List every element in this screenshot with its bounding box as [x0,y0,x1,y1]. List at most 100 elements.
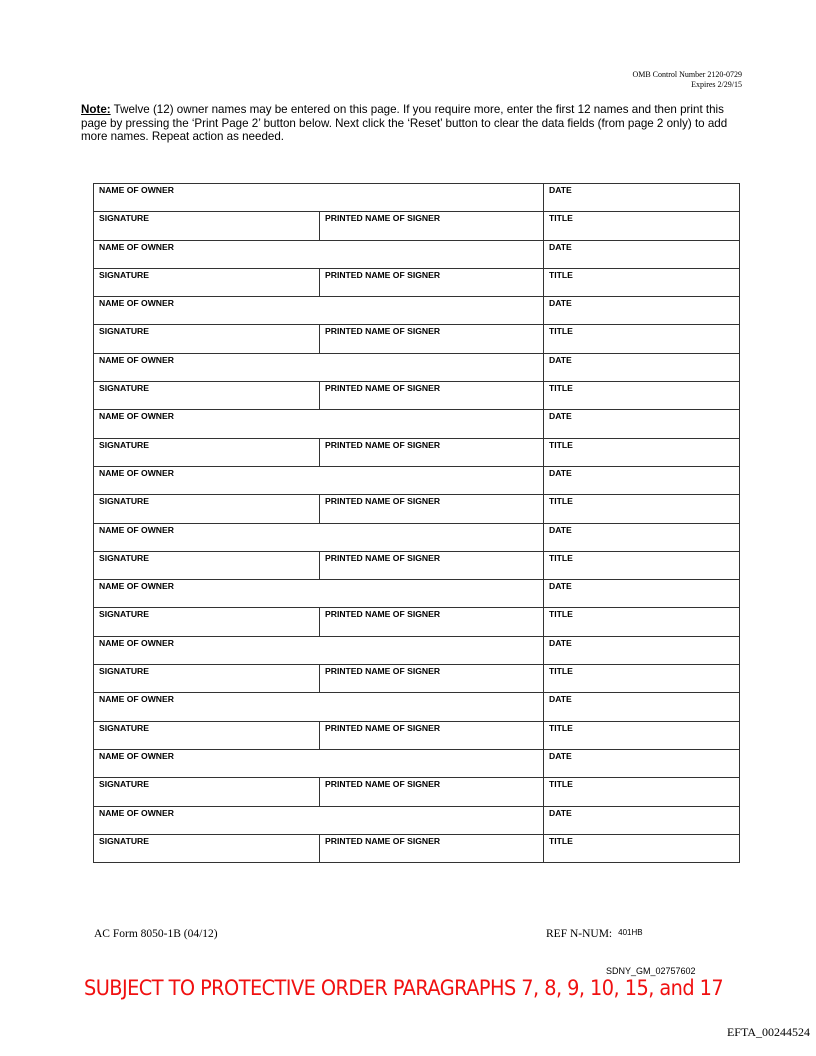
signature-row: SIGNATURE PRINTED NAME OF SIGNER TITLE [93,550,741,581]
printed-name-label: PRINTED NAME OF SIGNER [325,496,441,507]
name-of-owner-field[interactable]: NAME OF OWNER [92,465,545,496]
title-field[interactable]: TITLE [543,324,741,354]
date-field[interactable]: DATE [543,805,741,835]
title-field[interactable]: TITLE [543,211,741,241]
signature-row: SIGNATURE PRINTED NAME OF SIGNER TITLE [93,267,741,298]
name-of-owner-label: NAME OF OWNER [99,637,174,648]
title-field[interactable]: TITLE [543,607,741,637]
title-field[interactable]: TITLE [543,550,741,581]
omb-control-block: OMB Control Number 2120-0729 Expires 2/2… [632,70,742,90]
title-label: TITLE [549,439,573,450]
printed-name-field[interactable]: PRINTED NAME OF SIGNER [318,211,545,241]
title-field[interactable]: TITLE [543,833,741,864]
owner-row: NAME OF OWNER DATE [92,352,741,383]
title-label: TITLE [549,326,573,337]
signature-label: SIGNATURE [99,779,149,790]
printed-name-field[interactable]: PRINTED NAME OF SIGNER [318,437,545,467]
name-of-owner-field[interactable]: NAME OF OWNER [92,805,545,835]
title-label: TITLE [549,213,573,224]
title-field[interactable]: TITLE [543,664,741,694]
note-text: Twelve (12) owner names may be entered o… [81,103,728,143]
name-of-owner-field[interactable]: NAME OF OWNER [92,635,545,666]
title-label: TITLE [549,383,573,394]
date-label: DATE [549,354,572,365]
printed-name-field[interactable]: PRINTED NAME OF SIGNER [318,550,545,581]
printed-name-field[interactable]: PRINTED NAME OF SIGNER [318,324,545,354]
name-of-owner-field[interactable]: NAME OF OWNER [92,522,545,552]
protective-order-stamp: SUBJECT TO PROTECTIVE ORDER PARAGRAPHS 7… [84,976,724,1000]
owner-row: NAME OF OWNER DATE [92,522,741,552]
signature-field[interactable]: SIGNATURE [93,664,320,694]
signature-label: SIGNATURE [99,552,149,563]
name-of-owner-label: NAME OF OWNER [99,581,174,592]
printed-name-field[interactable]: PRINTED NAME OF SIGNER [318,777,545,807]
date-field[interactable]: DATE [543,635,741,666]
signature-label: SIGNATURE [99,609,149,620]
name-of-owner-field[interactable]: NAME OF OWNER [92,748,545,779]
printed-name-label: PRINTED NAME OF SIGNER [325,779,441,790]
date-field[interactable]: DATE [543,239,741,269]
printed-name-field[interactable]: PRINTED NAME OF SIGNER [318,494,545,524]
signature-row: SIGNATURE PRINTED NAME OF SIGNER TITLE [93,381,741,411]
title-field[interactable]: TITLE [543,720,741,750]
signature-field[interactable]: SIGNATURE [93,720,320,750]
signature-label: SIGNATURE [99,439,149,450]
printed-name-field[interactable]: PRINTED NAME OF SIGNER [318,720,545,750]
bates-number: SDNY_GM_02757602 [606,966,696,976]
name-of-owner-label: NAME OF OWNER [99,298,174,309]
signature-field[interactable]: SIGNATURE [93,437,320,467]
signature-field[interactable]: SIGNATURE [93,267,320,298]
signature-label: SIGNATURE [99,213,149,224]
signature-field[interactable]: SIGNATURE [93,324,320,354]
date-field[interactable]: DATE [543,579,741,609]
name-of-owner-field[interactable]: NAME OF OWNER [92,239,545,269]
printed-name-label: PRINTED NAME OF SIGNER [325,609,441,620]
date-field[interactable]: DATE [543,465,741,496]
title-label: TITLE [549,496,573,507]
printed-name-field[interactable]: PRINTED NAME OF SIGNER [318,381,545,411]
name-of-owner-field[interactable]: NAME OF OWNER [92,182,545,213]
signature-field[interactable]: SIGNATURE [93,550,320,581]
date-field[interactable]: DATE [543,748,741,779]
signature-row: SIGNATURE PRINTED NAME OF SIGNER TITLE [93,607,741,637]
date-field[interactable]: DATE [543,296,741,326]
signature-field[interactable]: SIGNATURE [93,494,320,524]
printed-name-field[interactable]: PRINTED NAME OF SIGNER [318,664,545,694]
title-label: TITLE [549,835,573,846]
signature-label: SIGNATURE [99,722,149,733]
date-field[interactable]: DATE [543,352,741,383]
date-field[interactable]: DATE [543,692,741,722]
signature-field[interactable]: SIGNATURE [93,211,320,241]
signature-field[interactable]: SIGNATURE [93,777,320,807]
date-field[interactable]: DATE [543,182,741,213]
signature-row: SIGNATURE PRINTED NAME OF SIGNER TITLE [93,833,741,864]
title-field[interactable]: TITLE [543,494,741,524]
title-label: TITLE [549,722,573,733]
date-label: DATE [549,807,572,818]
name-of-owner-field[interactable]: NAME OF OWNER [92,296,545,326]
title-field[interactable]: TITLE [543,381,741,411]
name-of-owner-field[interactable]: NAME OF OWNER [92,352,545,383]
printed-name-field[interactable]: PRINTED NAME OF SIGNER [318,607,545,637]
name-of-owner-field[interactable]: NAME OF OWNER [92,409,545,439]
signature-field[interactable]: SIGNATURE [93,381,320,411]
printed-name-field[interactable]: PRINTED NAME OF SIGNER [318,833,545,864]
title-label: TITLE [549,552,573,563]
date-label: DATE [549,298,572,309]
signature-field[interactable]: SIGNATURE [93,833,320,864]
signature-label: SIGNATURE [99,383,149,394]
title-field[interactable]: TITLE [543,777,741,807]
name-of-owner-label: NAME OF OWNER [99,411,174,422]
printed-name-field[interactable]: PRINTED NAME OF SIGNER [318,267,545,298]
name-of-owner-field[interactable]: NAME OF OWNER [92,692,545,722]
date-field[interactable]: DATE [543,409,741,439]
name-of-owner-field[interactable]: NAME OF OWNER [92,579,545,609]
signature-label: SIGNATURE [99,269,149,280]
date-field[interactable]: DATE [543,522,741,552]
signature-field[interactable]: SIGNATURE [93,607,320,637]
owner-row: NAME OF OWNER DATE [92,409,741,439]
title-field[interactable]: TITLE [543,267,741,298]
title-field[interactable]: TITLE [543,437,741,467]
signature-row: SIGNATURE PRINTED NAME OF SIGNER TITLE [93,777,741,807]
printed-name-label: PRINTED NAME OF SIGNER [325,666,441,677]
